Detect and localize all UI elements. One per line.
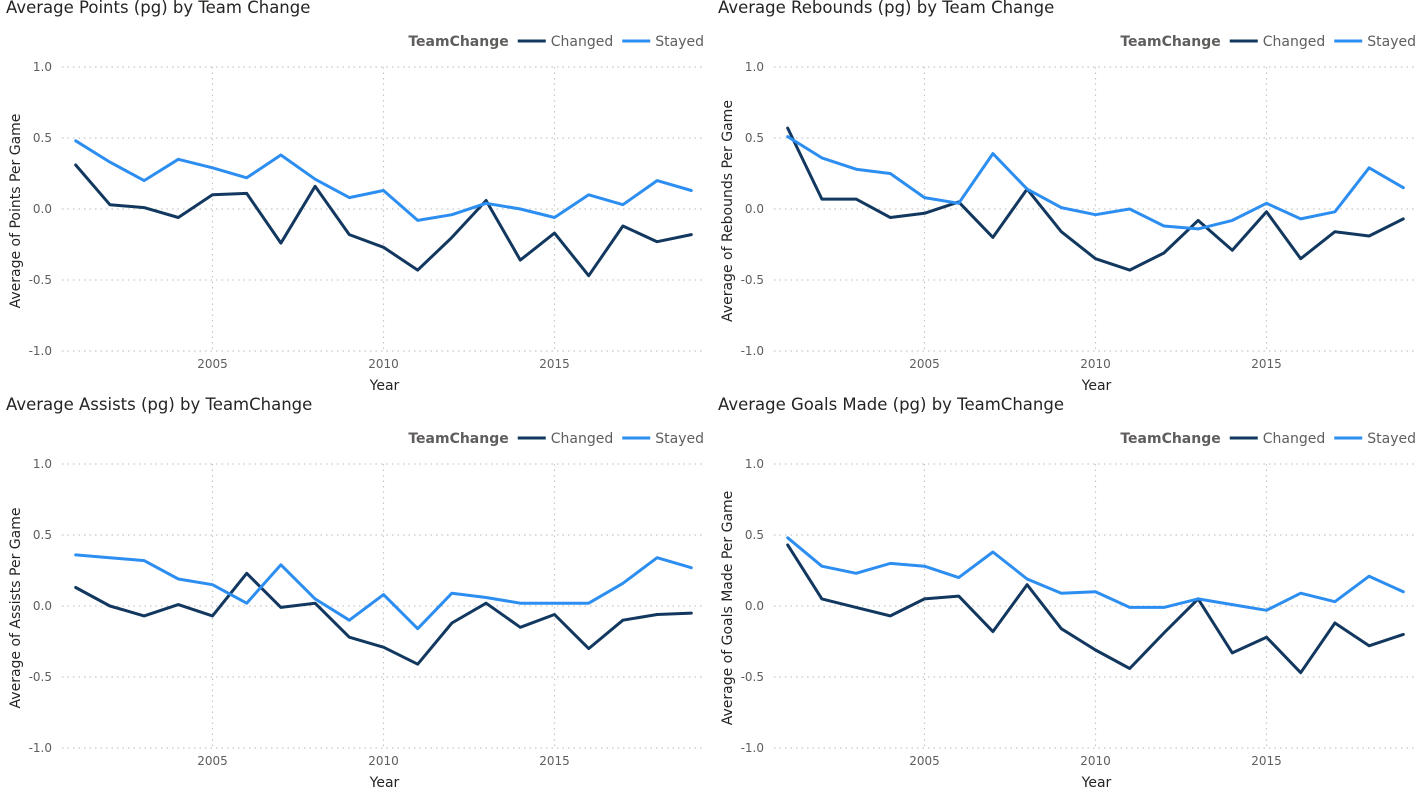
y-tick-label: -0.5 (29, 670, 52, 684)
y-tick-label: 0.5 (745, 528, 764, 542)
x-axis-title: Year (369, 378, 400, 394)
y-tick-label: -1.0 (29, 741, 52, 755)
y-tick-label: -0.5 (29, 273, 52, 287)
x-tick-label: 2010 (1080, 754, 1111, 768)
y-tick-label: -1.0 (741, 741, 764, 755)
legend: Stayed Changed TeamChange (408, 431, 704, 447)
chart-title: Average Goals Made (pg) by TeamChange (718, 395, 1064, 414)
legend-label-changed: Changed (551, 34, 614, 50)
y-tick-label: 0.5 (33, 528, 52, 542)
y-tick-label: 0.5 (745, 131, 764, 145)
legend-label-changed: Changed (551, 431, 614, 447)
y-axis-title: Average of Assists Per Game (8, 508, 24, 709)
y-tick-label: 1.0 (745, 60, 764, 74)
series-line-stayed[interactable] (74, 553, 693, 631)
series-line-changed[interactable] (74, 571, 693, 666)
assists-chart-panel: Average Assists (pg) by TeamChange 1.0 0.… (0, 395, 712, 794)
y-tick-label: 0.5 (33, 131, 52, 145)
y-tick-label: 1.0 (745, 457, 764, 471)
rebounds-line-chart: 1.0 0.5 0.0 -0.5 -1.0 2005 2010 2015 Year Average… (720, 34, 1417, 394)
y-tick-label: 1.0 (33, 457, 52, 471)
legend: Stayed Changed TeamChange (1120, 431, 1416, 447)
series-line-changed[interactable] (786, 126, 1405, 272)
y-tick-label: 1.0 (33, 60, 52, 74)
y-tick-label: -0.5 (741, 273, 764, 287)
y-tick-label: 0.0 (745, 202, 764, 216)
x-tick-label: 2010 (368, 357, 399, 371)
series-line-changed[interactable] (74, 163, 693, 278)
legend-label-stayed: Stayed (655, 431, 704, 447)
rebounds-chart-panel: Average Rebounds (pg) by Team Change 1.0… (712, 0, 1424, 397)
legend-label-changed: Changed (1263, 34, 1326, 50)
x-tick-label: 2010 (368, 754, 399, 768)
series-line-stayed[interactable] (786, 135, 1405, 231)
y-tick-label: 0.0 (745, 599, 764, 613)
legend-label-stayed: Stayed (1367, 34, 1416, 50)
y-tick-label: -1.0 (29, 344, 52, 358)
x-tick-label: 2005 (909, 357, 940, 371)
y-axis-title: Average of Points Per Game (8, 114, 24, 309)
x-axis-title: Year (1081, 378, 1112, 394)
x-tick-label: 2015 (1251, 754, 1282, 768)
series-line-stayed[interactable] (786, 536, 1405, 612)
legend: Stayed Changed TeamChange (1120, 34, 1416, 50)
legend-title: TeamChange (1120, 431, 1220, 447)
chart-title: Average Assists (pg) by TeamChange (6, 395, 313, 414)
x-axis-title: Year (369, 775, 400, 791)
assists-line-chart: 1.0 0.5 0.0 -0.5 -1.0 2005 2010 2015 Year Average… (8, 431, 705, 791)
x-tick-label: 2015 (1251, 357, 1282, 371)
y-tick-label: 0.0 (33, 202, 52, 216)
y-tick-label: 0.0 (33, 599, 52, 613)
x-tick-label: 2005 (197, 357, 228, 371)
goals-made-line-chart: 1.0 0.5 0.0 -0.5 -1.0 2005 2010 2015 Year Average… (720, 431, 1417, 791)
x-axis-title: Year (1081, 775, 1112, 791)
x-tick-label: 2015 (539, 754, 570, 768)
x-tick-label: 2005 (909, 754, 940, 768)
y-axis-title: Average of Rebounds Per Game (720, 100, 736, 322)
x-tick-label: 2010 (1080, 357, 1111, 371)
y-axis-title: Average of Goals Made Per Game (720, 491, 736, 726)
y-tick-label: -0.5 (741, 670, 764, 684)
legend-label-stayed: Stayed (655, 34, 704, 50)
goals-made-chart-panel: Average Goals Made (pg) by TeamChange 1.… (712, 395, 1424, 794)
legend-title: TeamChange (408, 431, 508, 447)
legend: Stayed Changed TeamChange (408, 34, 704, 50)
points-line-chart: 1.0 0.5 0.0 -0.5 -1.0 2005 2010 2015 Year Average… (8, 34, 705, 394)
x-tick-label: 2005 (197, 754, 228, 768)
chart-title: Average Points (pg) by Team Change (6, 0, 311, 17)
legend-label-changed: Changed (1263, 431, 1326, 447)
legend-title: TeamChange (1120, 34, 1220, 50)
series-line-stayed[interactable] (74, 139, 693, 222)
legend-title: TeamChange (408, 34, 508, 50)
y-tick-label: -1.0 (741, 344, 764, 358)
legend-label-stayed: Stayed (1367, 431, 1416, 447)
chart-title: Average Rebounds (pg) by Team Change (718, 0, 1055, 17)
x-tick-label: 2015 (539, 357, 570, 371)
series-line-changed[interactable] (786, 543, 1405, 675)
points-chart-panel: Average Points (pg) by Team Change 1.0 0.… (0, 0, 712, 397)
